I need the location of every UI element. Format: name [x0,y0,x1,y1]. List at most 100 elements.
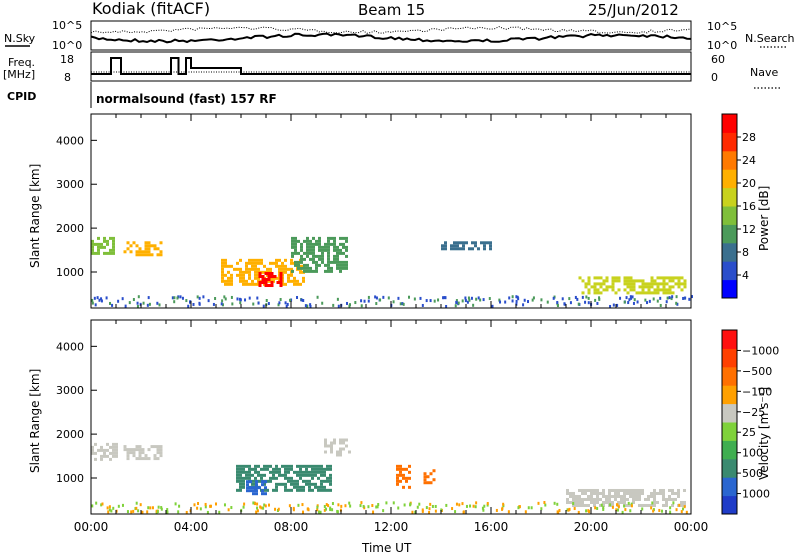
power-cell [333,254,336,258]
velocity-cell [414,510,417,514]
power-cell [648,299,651,303]
power-cell [260,261,263,265]
velocity-cell [596,488,599,492]
velocity-cell [316,505,319,509]
power-cell [659,303,662,307]
velocity-cell [333,438,336,442]
power-cell [221,270,224,274]
velocity-cell [290,482,293,486]
power-cell [345,260,348,264]
nsky-panel: N.Sky 10^5 10^0 N.Search 10^5 10^0 [4,19,795,52]
velocity-cell [299,464,302,468]
power-cell [263,264,266,268]
power-cell [224,282,227,286]
power-cell [267,275,271,279]
power-cell [109,236,112,240]
velocity-cell [371,504,374,508]
velocity-cell [629,488,632,492]
velocity-cell [674,497,677,501]
velocity-cell [263,467,266,471]
power-cell [126,247,130,251]
power-cell [318,242,321,246]
power-cell [464,296,467,300]
power-cell [106,239,109,243]
power-cell [278,267,281,271]
power-cell [293,279,296,283]
power-cell [563,302,566,306]
power-cell [248,282,251,286]
power-cell [569,301,572,305]
power-cell [94,242,97,246]
velocity-cell [620,497,623,501]
power-cell [665,276,669,280]
power-cell [674,282,678,286]
power-cell [587,276,591,280]
velocity-cell [434,504,437,508]
power-cell [375,296,378,300]
power-cell [337,304,340,308]
velocity-cell [672,501,675,505]
velocity-cell [138,448,142,452]
power-cell [617,279,621,283]
nsearch-label: N.Search [745,32,795,45]
velocity-cell [94,457,97,461]
power-cell [632,288,636,292]
power-cell [121,297,124,301]
velocity-cell [656,500,659,504]
power-cell [593,291,597,295]
colorbar-tick-label: 500 [742,467,763,480]
power-cell [327,248,330,252]
power-cell [303,266,306,270]
velocity-cell [305,479,308,483]
y-tick-label: 4000 [56,340,84,353]
power-cell [227,264,230,268]
velocity-cell [331,502,334,506]
velocity-cell [100,445,103,449]
velocity-cell [141,457,145,461]
velocity-cell [106,448,109,452]
velocity-cell [311,470,314,474]
power-cell [214,297,217,301]
power-cell [327,239,330,243]
power-ylabel: Slant Range [km] [28,164,42,268]
velocity-cell [126,457,130,461]
velocity-cell [630,504,633,508]
power-cell [306,245,309,249]
velocity-cell [284,485,287,489]
velocity-cell [428,510,431,514]
power-cell [236,267,239,271]
velocity-cell [252,492,255,496]
velocity-cell [239,488,242,492]
colorbar-tick-label: −100 [742,385,772,398]
power-cell [153,244,157,248]
power-cell [321,248,324,252]
colorbar-swatch [722,330,737,349]
power-cell [233,267,236,271]
power-cell [309,304,312,308]
velocity-cell [611,503,614,507]
power-cell [93,296,96,300]
power-cell [690,295,693,299]
velocity-cell [653,497,656,501]
velocity-cell [644,503,647,507]
velocity-cell [156,445,160,449]
velocity-cell [326,464,329,468]
colorbar-swatch [722,495,737,515]
velocity-cell [288,504,291,508]
velocity-cell [608,491,611,495]
power-cell [668,288,672,292]
velocity-cell [292,506,295,510]
power-cell [230,279,233,283]
velocity-cell [635,488,638,492]
velocity-cell [106,506,109,510]
power-cell [556,300,559,304]
velocity-cell [305,464,308,468]
power-cell [540,298,543,302]
power-cell [100,242,103,246]
colorbar-swatch [722,458,737,478]
velocity-cell [323,488,326,492]
velocity-cell [156,510,159,514]
velocity-cell [339,450,342,454]
velocity-cell [320,485,323,489]
power-cell [623,279,627,283]
